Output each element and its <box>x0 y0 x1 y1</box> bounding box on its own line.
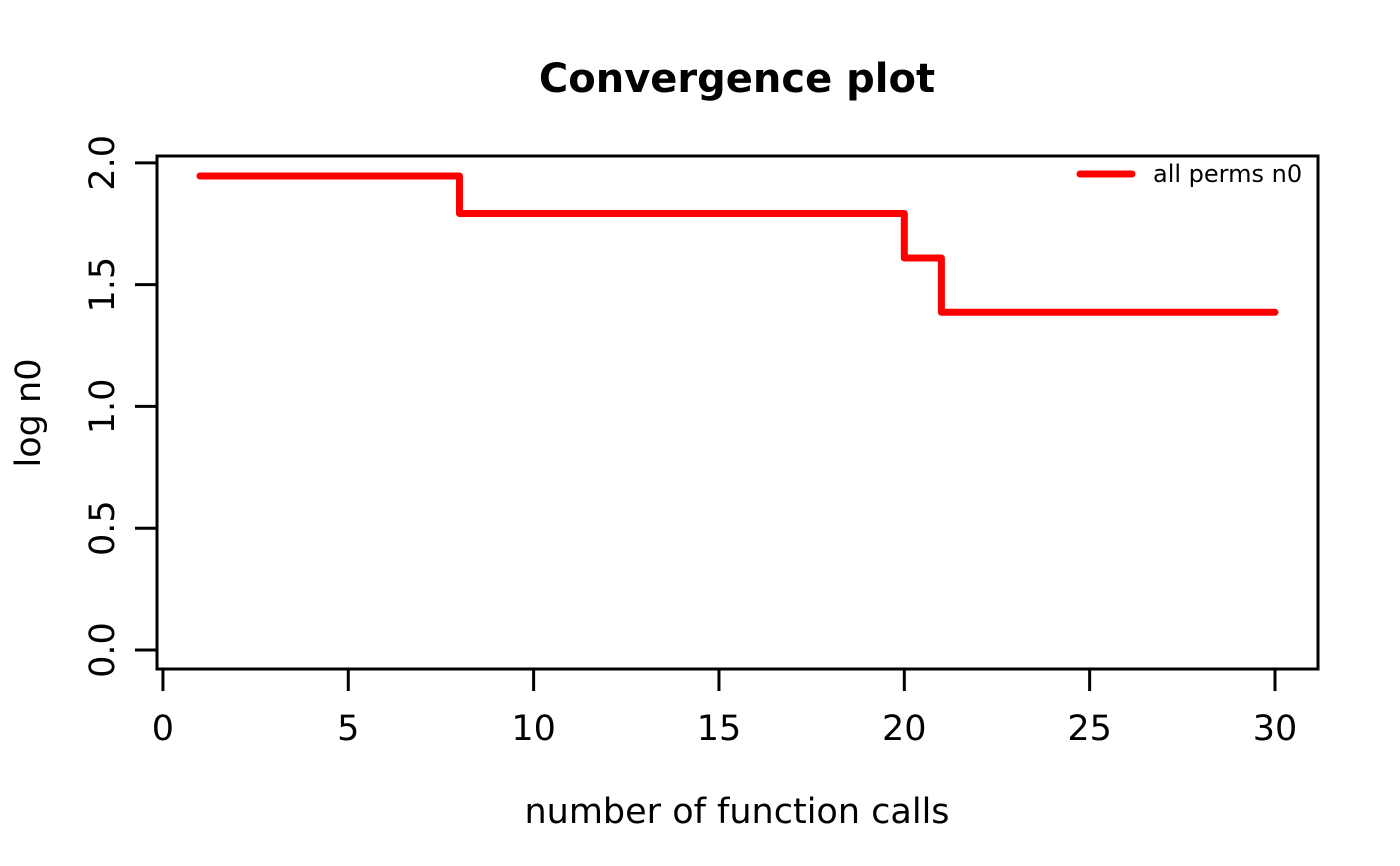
series-line-all-perms-n0 <box>196 172 1279 316</box>
plot-border-box <box>155 154 1320 671</box>
y-tick-label: 0.0 <box>83 622 123 678</box>
y-tick-label: 1.5 <box>83 257 123 313</box>
y-tick-label: 1.0 <box>83 379 123 435</box>
x-tick-label: 0 <box>152 709 174 749</box>
legend-label: all perms n0 <box>1153 160 1302 188</box>
chart-title: Convergence plot <box>539 56 935 102</box>
x-tick-label: 15 <box>697 709 742 749</box>
y-tick-label: 2.0 <box>83 135 123 191</box>
y-axis: 0.0 0.5 1.0 1.5 2.0 <box>83 135 157 678</box>
y-tick-label: 0.5 <box>83 500 123 556</box>
legend: all perms n0 <box>1076 160 1302 188</box>
x-tick-label: 30 <box>1253 709 1298 749</box>
x-tick-label: 20 <box>882 709 927 749</box>
x-tick-label: 10 <box>511 709 556 749</box>
x-axis: 0 5 10 15 20 25 30 <box>152 669 1297 749</box>
x-axis-title: number of function calls <box>524 792 949 832</box>
x-tick-label: 25 <box>1067 709 1112 749</box>
y-axis-title: log n0 <box>9 359 49 468</box>
x-tick-label: 5 <box>337 709 359 749</box>
